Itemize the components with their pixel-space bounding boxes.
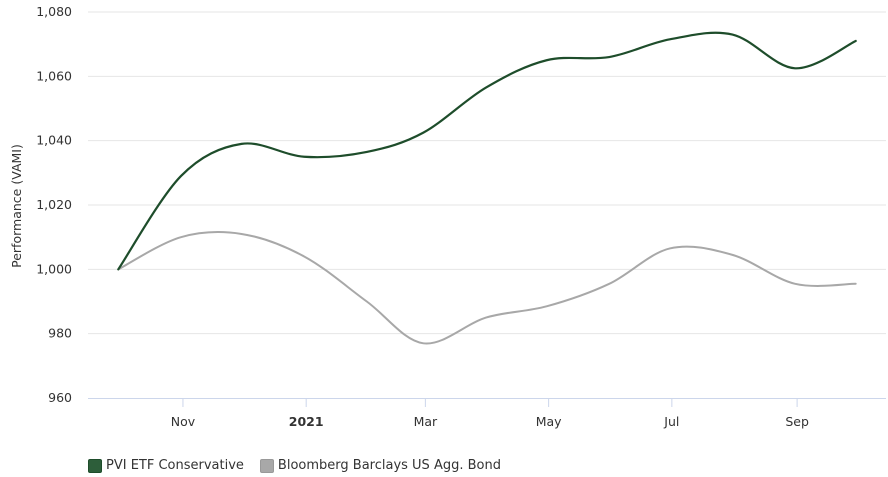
y-tick-label: 1,020 [36,197,72,212]
data-point-series-1[interactable] [300,252,308,260]
data-point-series-0[interactable] [419,129,427,137]
data-point-series-1[interactable] [791,280,799,288]
data-point-series-1[interactable] [543,302,551,310]
legend-label-series-1: Bloomberg Barclays US Agg. Bond [277,458,501,473]
y-tick-label: 1,060 [36,68,72,83]
legend-swatch-series-1 [259,458,274,473]
data-point-series-1[interactable] [363,298,371,306]
y-tick-label: 1,040 [36,133,72,148]
data-point-series-0[interactable] [543,56,551,64]
y-tick-label: 1,000 [36,261,72,276]
legend-item-series-1[interactable]: Bloomberg Barclays US Agg. Bond [259,458,501,473]
data-point-series-0[interactable] [605,53,613,61]
x-tick-label: Jul [663,414,679,429]
x-tick-label: 2021 [289,414,324,429]
legend-item-series-0[interactable]: PVI ETF Conservative [88,458,244,473]
x-axis-tick-labels: Nov 2021 Mar May Jul Sep [171,414,809,429]
data-point-series-1[interactable] [482,314,490,322]
x-tick-label: May [536,414,562,429]
data-point-series-0[interactable] [791,64,799,72]
data-point-series-0[interactable] [363,148,371,156]
y-tick-label: 960 [48,390,72,405]
x-tick-label: Sep [785,414,809,429]
data-point-series-0[interactable] [852,37,860,45]
series-line-1[interactable] [117,230,857,345]
data-point-series-0[interactable] [114,265,122,273]
data-point-series-0[interactable] [300,153,308,161]
y-tick-label: 980 [48,326,72,341]
data-point-series-0[interactable] [666,35,674,43]
data-point-series-0[interactable] [177,172,185,180]
legend-swatch-series-0 [88,458,102,473]
data-point-series-1[interactable] [238,230,246,238]
y-tick-label: 1,080 [36,4,72,19]
series-lines [114,31,860,347]
data-point-series-0[interactable] [728,31,736,39]
data-point-series-1[interactable] [419,339,427,347]
x-axis [88,398,886,407]
grid-lines [88,11,886,335]
legend-label-series-0: PVI ETF Conservative [106,458,244,473]
series-line-0[interactable] [117,31,857,271]
legend: PVI ETF Conservative Bloomberg Barclays … [88,458,501,473]
data-point-series-1[interactable] [728,251,736,259]
y-axis-tick-labels: 960 980 1,000 1,020 1,040 1,060 1,080 [36,4,72,405]
data-point-series-0[interactable] [238,140,246,148]
data-point-series-0[interactable] [482,84,490,92]
x-tick-label: Mar [414,414,438,429]
x-tick-label: Nov [171,414,196,429]
data-point-series-1[interactable] [666,244,674,252]
y-axis-title: Performance (VAMI) [9,144,24,268]
data-point-series-1[interactable] [852,280,860,288]
data-point-series-1[interactable] [177,233,185,241]
data-point-series-1[interactable] [605,280,613,288]
